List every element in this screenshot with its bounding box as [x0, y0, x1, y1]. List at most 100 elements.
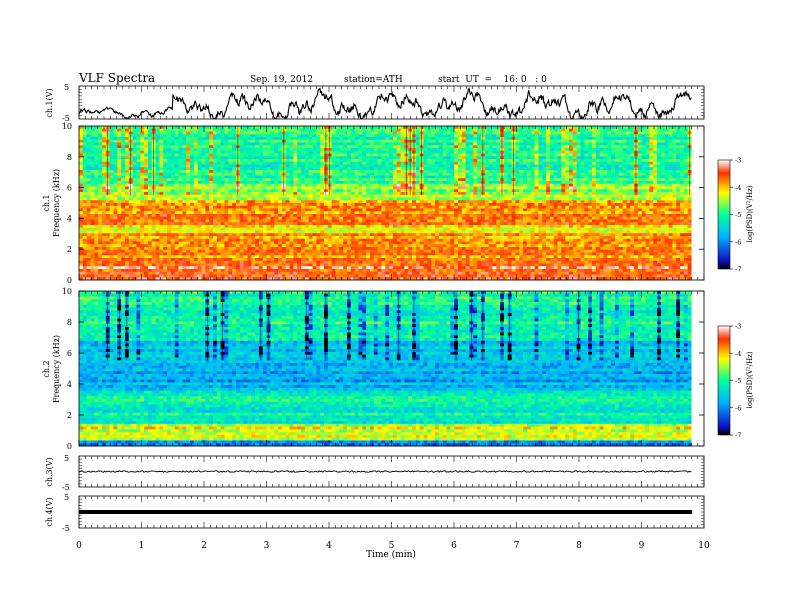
spectrogram-cell	[332, 192, 336, 195]
spectrogram-cell	[646, 137, 650, 140]
spectrogram-cell	[370, 184, 374, 187]
spectrogram-cell	[316, 200, 320, 203]
spectrogram-cell	[569, 148, 573, 151]
spectrogram-cell	[443, 203, 447, 206]
spectrogram-cell	[179, 198, 183, 201]
spectrogram-cell	[301, 137, 305, 140]
spectrogram-cell	[672, 145, 676, 148]
spectrogram-cell	[447, 167, 451, 170]
spectrogram-cell	[649, 129, 653, 132]
spectrogram-cell	[362, 134, 366, 137]
spectrogram-cell	[278, 159, 282, 162]
spectrogram-cell	[113, 187, 117, 190]
spectrogram-cell	[439, 167, 443, 170]
spectrogram-cell	[274, 140, 278, 143]
spectrogram-cell	[592, 176, 596, 179]
spectrogram-cell	[320, 151, 324, 154]
spectrogram-cell	[259, 195, 263, 198]
spectrogram-ch1-image	[79, 126, 704, 280]
spectrogram-cell	[508, 143, 512, 146]
spectrogram-cell	[680, 148, 684, 151]
spectrogram-cell	[447, 126, 451, 129]
spectrogram-cell	[489, 159, 493, 162]
spectrogram-cell	[646, 195, 650, 198]
spectrogram-cell	[83, 206, 87, 209]
spectrogram-cell	[244, 154, 248, 157]
spectrogram-cell	[332, 159, 336, 162]
spectrogram-cell	[366, 200, 370, 203]
spectrogram-cell	[83, 167, 87, 170]
spectrogram-cell	[163, 200, 167, 203]
spectrogram-cell	[577, 154, 581, 157]
spectrogram-cell	[397, 203, 401, 206]
spectrogram-cell	[198, 134, 202, 137]
spectrogram-cell	[469, 206, 473, 209]
spectrogram-cell	[247, 209, 251, 212]
spectrogram-cell	[607, 137, 611, 140]
spectrogram-cell	[515, 189, 519, 192]
spectrogram-cell	[259, 143, 263, 146]
spectrogram-cell	[527, 198, 531, 201]
spectrogram-cell	[347, 192, 351, 195]
spectrogram-cell	[619, 189, 623, 192]
spectrogram-cell	[443, 151, 447, 154]
spectrogram-cell	[669, 126, 673, 129]
spectrogram-cell	[209, 198, 213, 201]
spectrogram-cell	[355, 126, 359, 129]
spectrogram-cell	[649, 159, 653, 162]
spectrogram-cell	[202, 200, 206, 203]
spectrogram-cell	[358, 187, 362, 190]
spectrogram-cell	[592, 134, 596, 137]
spectrogram-cell	[454, 181, 458, 184]
spectrogram-cell	[156, 154, 160, 157]
spectrogram-cell	[301, 126, 305, 129]
spectrogram-cell	[232, 137, 236, 140]
spectrogram-cell	[213, 206, 217, 209]
spectrogram-cell	[148, 129, 152, 132]
spectrogram-cell	[94, 187, 98, 190]
spectrogram-cell	[588, 184, 592, 187]
spectrogram-cell	[186, 209, 190, 212]
spectrogram-cell	[159, 154, 163, 157]
spectrogram-cell	[546, 143, 550, 146]
spectrogram-cell	[381, 187, 385, 190]
spectrogram-cell	[623, 200, 627, 203]
spectrogram-cell	[603, 165, 607, 168]
spectrogram-cell	[665, 209, 669, 212]
spectrogram-cell	[117, 145, 121, 148]
spectrogram-cell	[362, 198, 366, 201]
spectrogram-cell	[469, 170, 473, 173]
spectrogram-cell	[247, 189, 251, 192]
spectrogram-cell	[167, 181, 171, 184]
spectrogram-cell	[427, 140, 431, 143]
spectrogram-cell	[228, 170, 232, 173]
spectrogram-cell	[125, 162, 129, 165]
spectrogram-cell	[274, 184, 278, 187]
spectrogram-cell	[669, 129, 673, 132]
spectrogram-cell	[492, 200, 496, 203]
spectrogram-cell	[477, 178, 481, 181]
spectrogram-cell	[447, 200, 451, 203]
spectrogram-cell	[676, 187, 680, 190]
spectrogram-cell	[546, 206, 550, 209]
spectrogram-cell	[190, 143, 194, 146]
spectrogram-cell	[213, 151, 217, 154]
spectrogram-cell	[492, 159, 496, 162]
spectrogram-cell	[198, 156, 202, 159]
spectrogram-cell	[309, 145, 313, 148]
spectrogram-cell	[293, 151, 297, 154]
spectrogram-cell	[224, 203, 228, 206]
spectrogram-cell	[439, 189, 443, 192]
spectrogram-cell	[535, 184, 539, 187]
spectrogram-cell	[182, 206, 186, 209]
spectrogram-cell	[431, 140, 435, 143]
spectrogram-cell	[665, 129, 669, 132]
spectrogram-cell	[443, 159, 447, 162]
spectrogram-cell	[102, 192, 106, 195]
spectrogram-cell	[79, 170, 83, 173]
spectrogram-cell	[144, 181, 148, 184]
spectrogram-cell	[247, 170, 251, 173]
spectrogram-cell	[642, 198, 646, 201]
spectrogram-cell	[630, 162, 634, 165]
spectrogram-cell	[339, 148, 343, 151]
